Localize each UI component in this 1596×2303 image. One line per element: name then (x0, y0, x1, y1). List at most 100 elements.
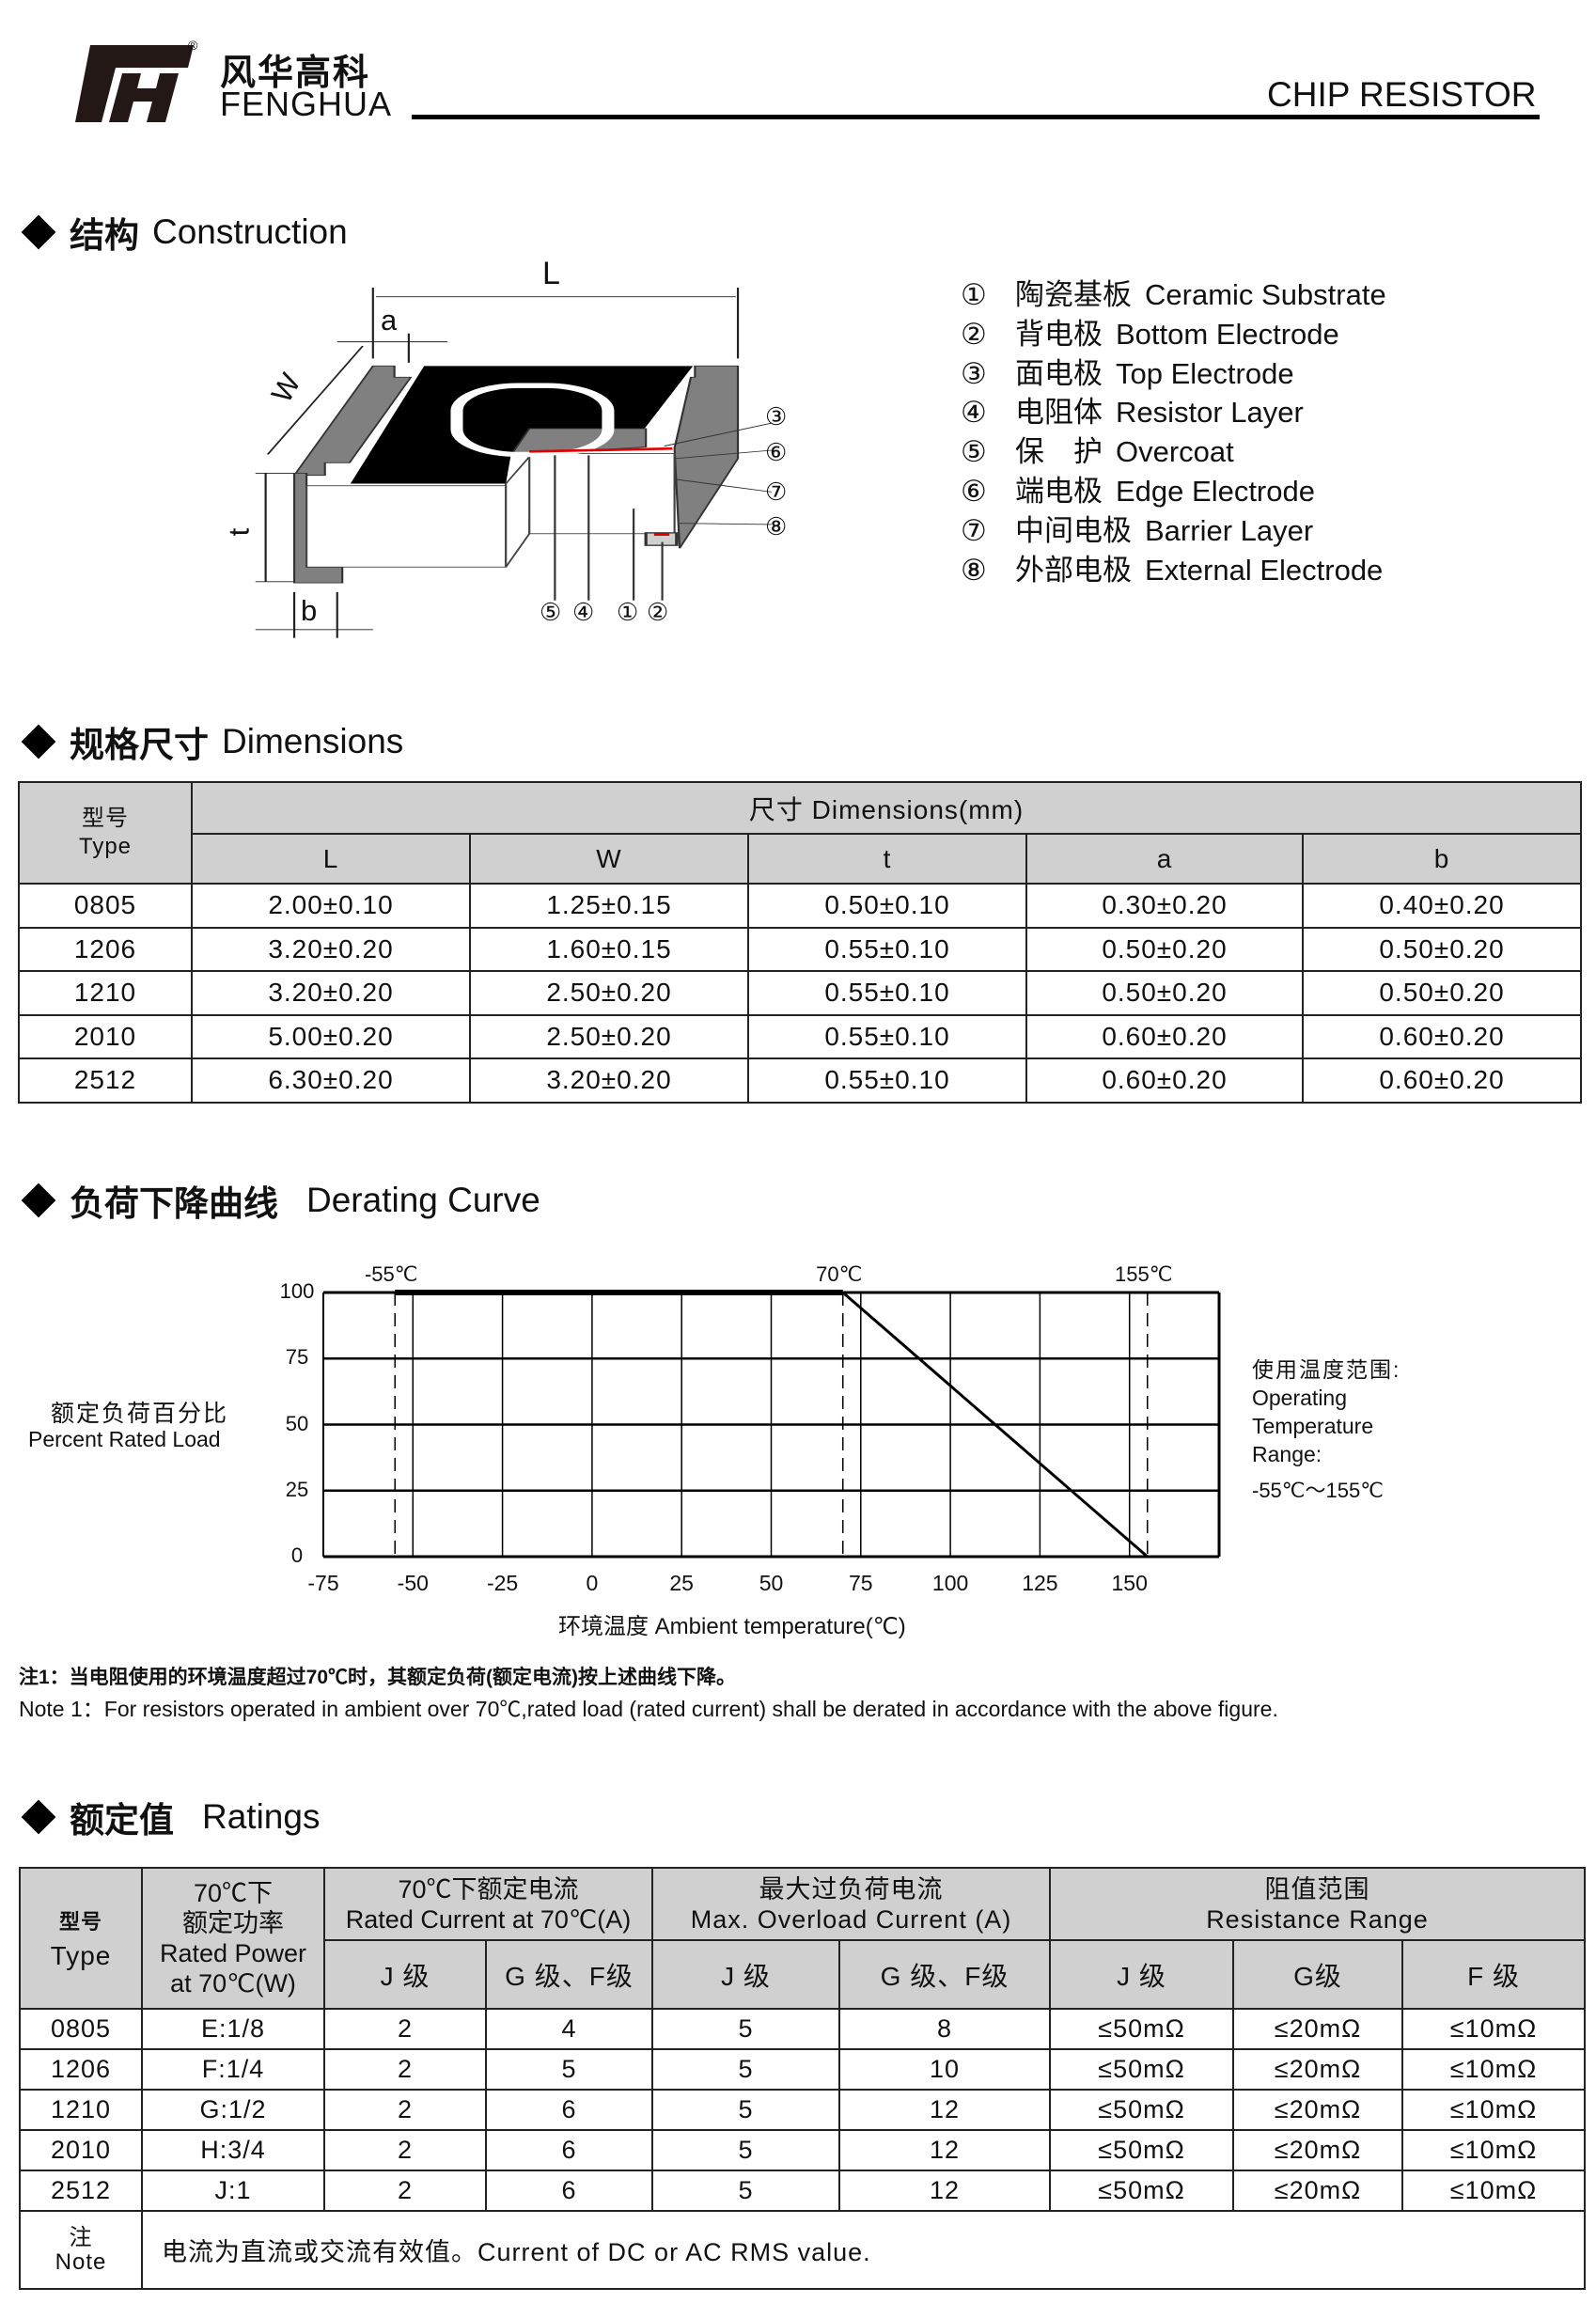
subcolumn-header: F 级 (1401, 1939, 1587, 2010)
legend-en: Barrier Layer (1145, 513, 1314, 547)
callout-1: ① (617, 598, 639, 626)
table-cell: 1206 (18, 926, 193, 972)
table-cell: F:1/4 (141, 2048, 325, 2091)
range-en-2: Temperature (1252, 1414, 1374, 1438)
x-tick-label: 100 (931, 1571, 969, 1595)
legend-item: ② 背电极 Bottom Electrode (961, 310, 1339, 352)
table-cell: 5 (484, 2048, 654, 2091)
subcolumn-header: G 级、F级 (484, 1939, 654, 2010)
table-cell: 2.50±0.20 (469, 970, 749, 1016)
x-tick-label: 0 (586, 1571, 599, 1595)
rated-current-header: 70℃下额定电流 Rated Current at 70℃(A) (322, 1867, 654, 1941)
table-cell: 6 (484, 2129, 654, 2171)
subcolumn-header: J 级 (651, 1939, 841, 2010)
table-cell: 0.60±0.20 (1025, 1058, 1304, 1104)
table-cell: 5 (651, 2089, 841, 2131)
table-cell: 3.20±0.20 (191, 970, 471, 1016)
table-cell: G:1/2 (141, 2089, 325, 2131)
callout-7: ⑦ (765, 478, 788, 506)
dim-label-b: b (301, 594, 318, 627)
table-cell: ≤50mΩ (1049, 2129, 1235, 2171)
table-cell: 0.60±0.20 (1301, 1013, 1583, 1059)
note-text: 电流为直流或交流有效值。Current of DC or AC RMS valu… (140, 2210, 1587, 2290)
y-tick-label: 0 (290, 1543, 304, 1567)
table-cell: ≤10mΩ (1401, 2170, 1587, 2212)
column-header: a (1025, 833, 1304, 885)
table-cell: 12 (838, 2089, 1052, 2131)
table-cell: ≤10mΩ (1401, 2129, 1587, 2171)
legend-en: Top Electrode (1116, 356, 1294, 390)
table-cell: ≤20mΩ (1232, 2089, 1404, 2131)
type-header: 型号 Type (18, 781, 193, 885)
callout-3: ③ (765, 402, 788, 431)
table-cell: ≤50mΩ (1049, 2008, 1235, 2050)
legend-number: ⑤ (961, 435, 987, 469)
legend-item: ① 陶瓷基板 Ceramic Substrate (961, 271, 1386, 313)
callout-2: ② (647, 598, 669, 626)
legend-cn: 保 护 (1015, 435, 1103, 469)
table-cell: 2 (323, 2089, 487, 2131)
column-header: t (747, 833, 1027, 885)
x-tick-label: -25 (486, 1571, 519, 1595)
table-cell: 2010 (18, 1013, 193, 1059)
table-cell: 0.40±0.20 (1301, 883, 1583, 929)
legend-en: Edge Electrode (1116, 475, 1315, 508)
table-cell: ≤50mΩ (1049, 2048, 1235, 2091)
range-en-3: Range: (1252, 1442, 1322, 1466)
ratings-heading: 额定值 Ratings (21, 1792, 320, 1842)
table-cell: 0.55±0.10 (747, 926, 1027, 972)
table-cell: 0.50±0.20 (1301, 926, 1583, 972)
legend-item: ③ 面电极 Top Electrode (961, 350, 1294, 392)
table-cell: ≤20mΩ (1232, 2048, 1404, 2091)
legend-item: ④ 电阻体 Resistor Layer (961, 388, 1304, 431)
note-label: 注 Note (19, 2210, 143, 2290)
table-cell: 10 (838, 2048, 1052, 2091)
ylabel-en: Percent Rated Load (28, 1427, 221, 1451)
table-cell: J:1 (141, 2170, 325, 2212)
type-header: 型号 Type (19, 1867, 143, 2010)
x-tick-label: 75 (849, 1571, 873, 1595)
table-row: 2010 H:3/4 2 6 5 12 ≤50mΩ ≤20mΩ ≤10mΩ (19, 2129, 1587, 2171)
legend-en: External Electrode (1145, 553, 1384, 587)
table-cell: 6 (484, 2089, 654, 2131)
overload-header: 最大过负荷电流 Max. Overload Current (A) (651, 1867, 1052, 1941)
note-en: Note 1：For resistors operated in ambient… (19, 1697, 1278, 1721)
table-cell: 0.50±0.20 (1025, 970, 1304, 1016)
table-row: 1206 F:1/4 2 5 5 10 ≤50mΩ ≤20mΩ ≤10mΩ (19, 2048, 1587, 2091)
table-cell: 2 (323, 2008, 487, 2050)
legend-cn: 面电极 (1015, 356, 1103, 390)
table-cell: 5 (651, 2048, 841, 2091)
table-row: 1210 3.20±0.20 2.50±0.20 0.55±0.10 0.50±0.20… (18, 970, 1583, 1016)
table-cell: 5.00±0.20 (191, 1013, 471, 1059)
range-cn: 使用温度范围: (1252, 1357, 1401, 1382)
table-cell: 2 (323, 2048, 487, 2091)
table-cell: 1.60±0.15 (469, 926, 749, 972)
marker-label: 70℃ (816, 1262, 863, 1286)
callout-4: ④ (572, 598, 595, 626)
rated-power-header: 70℃下 额定功率 Rated Power at 70℃(W) (141, 1867, 325, 2010)
table-cell: ≤20mΩ (1232, 2170, 1404, 2212)
table-cell: 4 (484, 2008, 654, 2050)
legend-number: ⑥ (961, 475, 987, 508)
table-cell: ≤20mΩ (1232, 2008, 1404, 2050)
logo-en: FENGHUA (220, 85, 393, 123)
legend-cn: 陶瓷基板 (1015, 278, 1132, 311)
subcolumn-header: G 级、F级 (838, 1939, 1052, 2010)
table-cell: 12 (838, 2170, 1052, 2212)
legend-item: ⑦ 中间电极 Barrier Layer (961, 507, 1313, 549)
xlabel: 环境温度 Ambient temperature(℃) (558, 1614, 906, 1639)
table-cell: 0805 (19, 2008, 143, 2050)
table-cell: 6.30±0.20 (191, 1058, 471, 1104)
logo-mark-icon (75, 45, 194, 122)
table-cell: 2.00±0.10 (191, 883, 471, 929)
logo-cn: 风华高科 (220, 54, 371, 93)
legend-cn: 电阻体 (1015, 396, 1103, 430)
legend-en: Bottom Electrode (1116, 317, 1339, 351)
table-cell: E:1/8 (141, 2008, 325, 2050)
table-cell: ≤10mΩ (1401, 2089, 1587, 2131)
legend-en: Resistor Layer (1116, 396, 1304, 430)
table-cell: 6 (484, 2170, 654, 2212)
table-cell: 3.20±0.20 (469, 1058, 749, 1104)
diamond-bullet-icon (21, 1799, 56, 1835)
table-cell: 8 (838, 2008, 1052, 2050)
